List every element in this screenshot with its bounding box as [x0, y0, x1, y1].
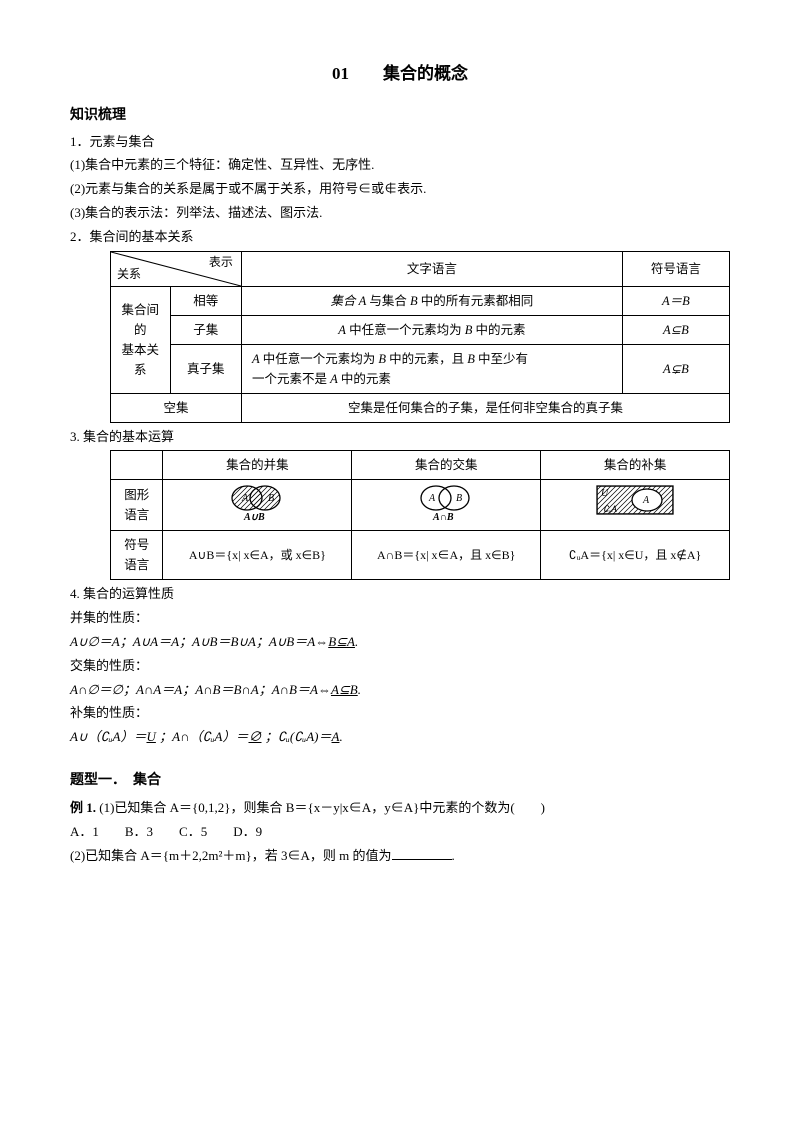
sym-union: A∪B＝{x| x∈A，或 x∈B}	[163, 531, 352, 580]
blank-corner	[111, 451, 163, 480]
diagonal-header: 表示 关系	[111, 252, 241, 286]
comp-u2: ∅	[248, 729, 261, 744]
col-intersection: 集合的交集	[352, 451, 541, 480]
svg-text:A: A	[241, 493, 249, 504]
union-props: A∪∅＝A；A∪A＝A；A∪B＝B∪A；A∪B＝A⇔B⊆A.	[70, 632, 730, 653]
col-sym-lang: 符号语言	[622, 251, 729, 286]
example-1b: (2)已知集合 A＝{m＋2,2m²＋m}，若 3∈A，则 m 的值为.	[70, 846, 730, 867]
inter-props-title: 交集的性质：	[70, 656, 730, 677]
inter-underline: A⊆B	[331, 682, 358, 697]
cell-subset-sym: A⊆B	[622, 315, 729, 344]
section-heading-1: 知识梳理	[70, 105, 730, 127]
col-complement: 集合的补集	[541, 451, 730, 480]
cell-proper-subset: 真子集	[170, 344, 241, 393]
table-operations: 集合的并集 集合的交集 集合的补集 图形语言 A B A∪B	[110, 450, 730, 580]
venn-complement: A U ∁ᵤA	[541, 480, 730, 531]
venn-intersection: A B A∩B	[352, 480, 541, 531]
example-1: 例 1. (1)已知集合 A＝{0,1,2}，则集合 B＝{x－y|x∈A，y∈…	[70, 798, 730, 819]
page-title: 01 集合的概念	[70, 60, 730, 87]
fill-blank	[392, 847, 452, 860]
svg-text:B: B	[268, 493, 274, 504]
diag-bot-label: 关系	[117, 265, 141, 284]
comp-props: A∪（∁ᵤA）＝U ；A∩（∁ᵤA）＝∅ ；∁ᵤ(∁ᵤA)＝A.	[70, 727, 730, 748]
comp-props-title: 补集的性质：	[70, 703, 730, 724]
inter-line: A∩∅＝∅；A∩A＝A；A∩B＝B∩A；A∩B＝A⇔	[70, 682, 331, 697]
example-1-label: 例 1.	[70, 800, 96, 815]
diag-top-label: 表示	[209, 253, 233, 272]
example-1a-text: (1)已知集合 A＝{0,1,2}，则集合 B＝{x－y|x∈A，y∈A}中元素…	[99, 800, 545, 815]
para-2: 2．集合间的基本关系	[70, 227, 730, 248]
sym-complement: ∁ᵤA＝{x| x∈U，且 x∉A}	[541, 531, 730, 580]
para-4: 4. 集合的运算性质	[70, 584, 730, 605]
svg-text:U: U	[601, 488, 609, 499]
cell-equal-text: 集合 A 与集合 B 中的所有元素都相同	[241, 286, 622, 315]
example-1b-end: .	[452, 848, 455, 863]
svg-text:A: A	[428, 493, 436, 504]
example-1b-text: (2)已知集合 A＝{m＋2,2m²＋m}，若 3∈A，则 m 的值为	[70, 848, 392, 863]
row-graphic-label: 图形语言	[111, 480, 163, 531]
row-symbol-label: 符号语言	[111, 531, 163, 580]
comp-part-2: ；A∩（∁ᵤA）＝	[159, 729, 248, 744]
comp-part-3: ；∁ᵤ(∁ᵤA)＝	[265, 729, 332, 744]
table-relations: 表示 关系 文字语言 符号语言 集合间的基本关系 相等 集合 A 与集合 B 中…	[110, 251, 730, 423]
para-1: 1．元素与集合	[70, 132, 730, 153]
para-1c: (3)集合的表示法：列举法、描述法、图示法.	[70, 203, 730, 224]
example-1-options: A．1 B．3 C．5 D．9	[70, 822, 730, 843]
cell-equal-sym: A＝B	[622, 286, 729, 315]
sym-intersection: A∩B＝{x| x∈A，且 x∈B}	[352, 531, 541, 580]
para-1b: (2)元素与集合的关系是属于或不属于关系，用符号∈或∉表示.	[70, 179, 730, 200]
union-props-title: 并集的性质：	[70, 608, 730, 629]
svg-text:∁ᵤA: ∁ᵤA	[603, 504, 617, 514]
para-1a: (1)集合中元素的三个特征：确定性、互异性、无序性.	[70, 155, 730, 176]
cell-subset: 子集	[170, 315, 241, 344]
svg-text:A: A	[642, 495, 650, 506]
cell-empty: 空集	[111, 393, 242, 422]
comp-part-1: A∪（∁ᵤA）＝	[70, 729, 146, 744]
group-label: 集合间的基本关系	[111, 286, 171, 393]
comp-u1: U	[146, 729, 155, 744]
cell-proper-sym: A⊊B	[622, 344, 729, 393]
cell-empty-text: 空集是任何集合的子集，是任何非空集合的真子集	[241, 393, 729, 422]
col-text-lang: 文字语言	[241, 251, 622, 286]
cell-subset-text: A 中任意一个元素均为 B 中的元素	[241, 315, 622, 344]
union-line: A∪∅＝A；A∪A＝A；A∪B＝B∪A；A∪B＝A⇔	[70, 634, 328, 649]
inter-props: A∩∅＝∅；A∩A＝A；A∩B＝B∩A；A∩B＝A⇔A⊆B.	[70, 680, 730, 701]
cell-equal: 相等	[170, 286, 241, 315]
col-union: 集合的并集	[163, 451, 352, 480]
cell-proper-text: A 中任意一个元素均为 B 中的元素，且 B 中至少有一个元素不是 A 中的元素	[241, 344, 622, 393]
venn-union: A B A∪B	[163, 480, 352, 531]
para-3: 3. 集合的基本运算	[70, 427, 730, 448]
svg-text:B: B	[456, 493, 462, 504]
union-underline: B⊆A	[328, 634, 355, 649]
svg-text:A∩B: A∩B	[432, 512, 454, 522]
svg-text:A∪B: A∪B	[243, 512, 265, 522]
section-heading-2: 题型一． 集合	[70, 770, 730, 792]
